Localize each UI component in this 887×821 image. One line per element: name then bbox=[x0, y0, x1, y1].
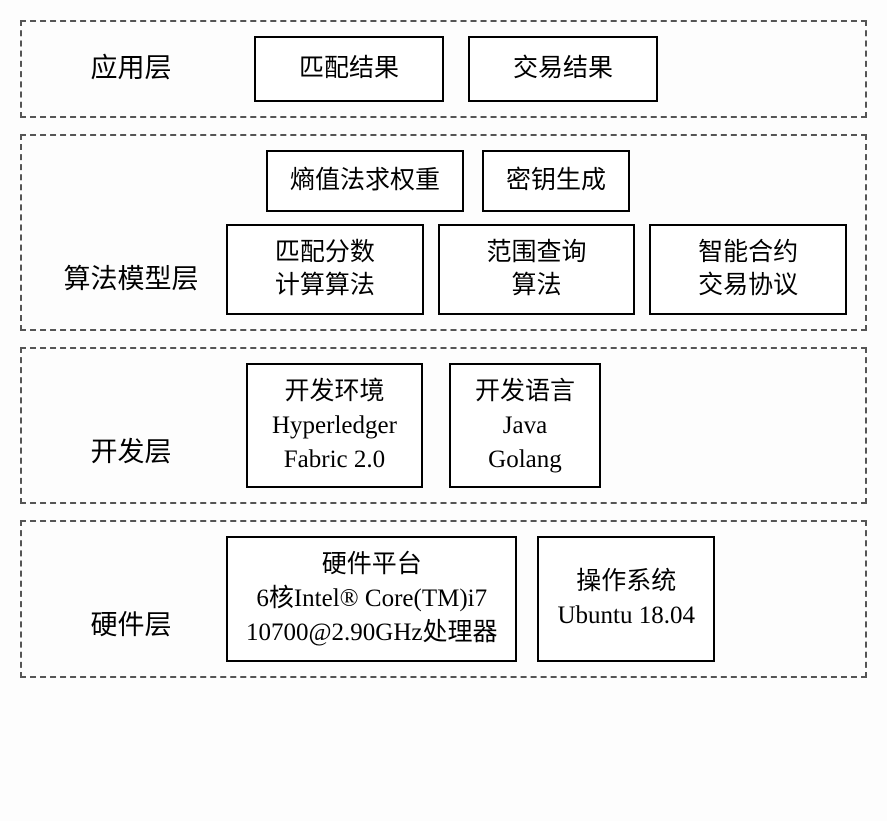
layer-label: 算法模型层 bbox=[36, 262, 226, 315]
box-transaction-result: 交易结果 bbox=[468, 36, 658, 102]
layer-content: 匹配结果 交易结果 bbox=[226, 36, 847, 102]
layer-content: 开发环境 Hyperledger Fabric 2.0 开发语言 Java Go… bbox=[226, 363, 847, 488]
layer-algorithm: 算法模型层 熵值法求权重 密钥生成 匹配分数 计算算法 范围查询 算法 智能合约… bbox=[20, 134, 867, 331]
row: 开发环境 Hyperledger Fabric 2.0 开发语言 Java Go… bbox=[226, 363, 847, 488]
layer-label: 硬件层 bbox=[36, 608, 226, 661]
architecture-diagram: 应用层 匹配结果 交易结果 算法模型层 熵值法求权重 密钥生成 匹配分数 计算算… bbox=[20, 20, 867, 678]
layer-label: 开发层 bbox=[36, 435, 226, 488]
box-entropy-weight: 熵值法求权重 bbox=[266, 150, 464, 212]
layer-label: 应用层 bbox=[36, 51, 226, 86]
box-match-result: 匹配结果 bbox=[254, 36, 444, 102]
box-hw-platform: 硬件平台 6核Intel® Core(TM)i7 10700@2.90GHz处理… bbox=[226, 536, 517, 661]
box-dev-env: 开发环境 Hyperledger Fabric 2.0 bbox=[246, 363, 423, 488]
layer-development: 开发层 开发环境 Hyperledger Fabric 2.0 开发语言 Jav… bbox=[20, 347, 867, 504]
layer-application: 应用层 匹配结果 交易结果 bbox=[20, 20, 867, 118]
box-dev-lang: 开发语言 Java Golang bbox=[449, 363, 601, 488]
layer-content: 熵值法求权重 密钥生成 匹配分数 计算算法 范围查询 算法 智能合约 交易协议 bbox=[226, 150, 847, 315]
layer-hardware: 硬件层 硬件平台 6核Intel® Core(TM)i7 10700@2.90G… bbox=[20, 520, 867, 677]
box-key-gen: 密钥生成 bbox=[482, 150, 630, 212]
row: 熵值法求权重 密钥生成 bbox=[226, 150, 847, 212]
row: 硬件平台 6核Intel® Core(TM)i7 10700@2.90GHz处理… bbox=[226, 536, 847, 661]
box-range-query-algo: 范围查询 算法 bbox=[438, 224, 636, 316]
row: 匹配结果 交易结果 bbox=[226, 36, 847, 102]
row: 匹配分数 计算算法 范围查询 算法 智能合约 交易协议 bbox=[226, 224, 847, 316]
box-os: 操作系统 Ubuntu 18.04 bbox=[537, 536, 715, 661]
box-match-score-algo: 匹配分数 计算算法 bbox=[226, 224, 424, 316]
layer-content: 硬件平台 6核Intel® Core(TM)i7 10700@2.90GHz处理… bbox=[226, 536, 847, 661]
box-smart-contract: 智能合约 交易协议 bbox=[649, 224, 847, 316]
